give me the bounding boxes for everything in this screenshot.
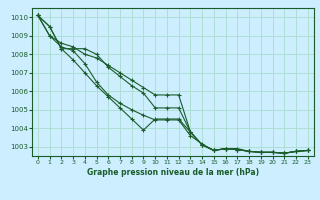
X-axis label: Graphe pression niveau de la mer (hPa): Graphe pression niveau de la mer (hPa) (87, 168, 259, 177)
